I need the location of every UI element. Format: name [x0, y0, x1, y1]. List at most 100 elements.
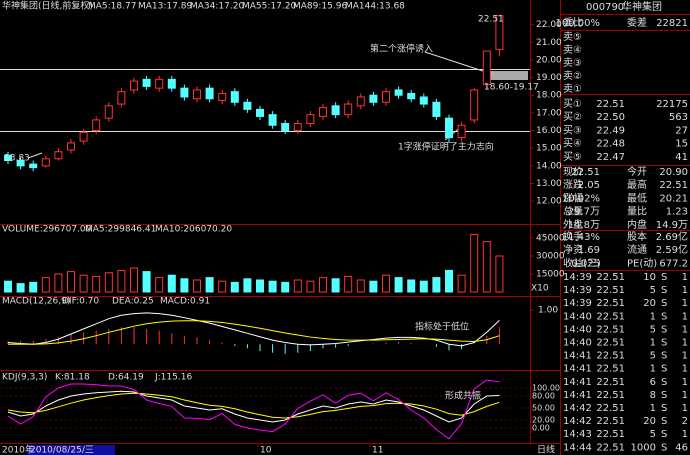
- quote-cell: 现价: [563, 166, 583, 178]
- bid-price: 22.48: [596, 139, 625, 150]
- quote-cell: 14.9万: [656, 220, 688, 231]
- annotation: 13.83: [4, 154, 30, 164]
- volume-bar: [419, 280, 428, 293]
- trade-volume: 20: [643, 416, 656, 427]
- trade-count: 1: [682, 351, 688, 362]
- candle-body: [29, 163, 38, 169]
- y-tick-label: 19.00: [536, 73, 562, 83]
- trade-volume: 5: [650, 285, 656, 296]
- volume-bar: [293, 279, 302, 293]
- trade-volume: 1: [650, 311, 656, 322]
- candle-body: [205, 87, 214, 100]
- trade-price: 22.51: [596, 390, 625, 401]
- y-tick-label: 45000: [536, 234, 565, 244]
- trade-price: 22.51: [596, 272, 625, 283]
- quote-cell: 22.51: [571, 167, 600, 178]
- trade-time: 14:43: [563, 429, 592, 440]
- trade-side: S: [661, 272, 667, 283]
- bid-label: 买①: [563, 98, 582, 110]
- bid-price: 22.47: [596, 152, 625, 163]
- trade-count: 1: [682, 324, 688, 335]
- trade-time: 14:42: [563, 403, 592, 414]
- bid-price: 22.51: [596, 99, 625, 110]
- quote-cell: 22.51: [659, 180, 688, 191]
- quote-cell: 涨幅: [563, 191, 583, 204]
- ma-legend: MA13:17.89: [138, 2, 192, 12]
- quote-cell: 20.90: [659, 167, 688, 178]
- trade-time: 14:41: [563, 351, 592, 362]
- trade-count: 1: [682, 429, 688, 440]
- volume-bar: [470, 233, 479, 293]
- volume-bar: [54, 273, 63, 293]
- trade-side: S: [661, 324, 667, 335]
- y-tick-label: 1.00: [538, 306, 558, 316]
- trade-time: 14:42: [563, 416, 592, 427]
- volume-bar: [445, 269, 453, 293]
- trade-price: 22.51: [596, 338, 625, 349]
- candle-body: [142, 78, 151, 87]
- trade-price: 22.51: [596, 429, 625, 440]
- arrow: [27, 152, 43, 159]
- trade-time: 14:40: [563, 324, 592, 335]
- volume-bar: [319, 277, 327, 293]
- trade-volume: 10: [643, 272, 656, 283]
- quote-cell: 677.2: [659, 258, 688, 269]
- trade-volume: 5: [650, 351, 656, 362]
- stock-code: 000790: [586, 2, 624, 13]
- bid-price: 22.50: [596, 112, 625, 123]
- candle-body: [281, 122, 290, 132]
- volume-legend: MA10:206070.20: [155, 225, 232, 235]
- y-tick-label: 100.00: [532, 384, 560, 393]
- candle-body: [4, 154, 12, 162]
- bid-label: 买⑤: [563, 151, 582, 163]
- trade-side: S: [661, 298, 667, 309]
- candle-body: [331, 105, 340, 116]
- trade-count: 1: [682, 298, 688, 309]
- y-tick-label: 21.00: [536, 38, 562, 48]
- candle-body: [167, 78, 176, 89]
- trade-volume: 1: [650, 403, 656, 414]
- annotation: 22.51: [478, 15, 504, 25]
- annotation: 形成共振: [445, 390, 481, 402]
- candle-body: [394, 89, 403, 96]
- quote-cell: 委比: [563, 16, 583, 29]
- macd-legend: DEA:0.25: [112, 297, 154, 307]
- trade-side: S: [661, 311, 667, 322]
- candle-body: [419, 96, 428, 105]
- kdj-legend: J:115.16: [154, 373, 192, 383]
- j-line: [7, 379, 500, 440]
- arrow: [424, 51, 493, 75]
- bid-label: 买②: [563, 111, 582, 123]
- trade-count: 1: [682, 338, 688, 349]
- quote-cell: 10.02%: [562, 193, 600, 204]
- cursor-date-box: [27, 445, 115, 455]
- quote-cell: 流通: [627, 243, 647, 256]
- trade-side: S: [661, 364, 667, 375]
- d-line: [7, 392, 500, 419]
- ma-legend: MA34:17.20: [190, 2, 244, 12]
- trade-count: 1: [682, 311, 688, 322]
- volume-unit: X10: [531, 284, 549, 294]
- ma-legend: MA89:15.96: [293, 2, 347, 12]
- quote-cell: 今开: [627, 165, 647, 178]
- trade-count: 2: [682, 416, 688, 427]
- candle-body: [293, 122, 302, 132]
- volume-bar: [256, 279, 264, 293]
- drawing-tools: [0, 51, 530, 455]
- trade-count: 1: [682, 390, 688, 401]
- trade-time: 14:40: [563, 338, 592, 349]
- trade-volume: 20: [643, 298, 656, 309]
- volume-bar: [331, 278, 340, 293]
- y-tick-label: 20.00: [532, 416, 555, 425]
- y-tick-label: 15000: [536, 270, 565, 280]
- trade-time: 14:39: [563, 298, 592, 309]
- chart-title: 华神集团(日线,前复权): [2, 0, 93, 12]
- trade-side: S: [661, 429, 667, 440]
- quote-cell: 1.69: [578, 245, 600, 256]
- trade-side: S: [661, 377, 667, 388]
- candle-body: [457, 124, 466, 139]
- trade-volume: 1: [650, 364, 656, 375]
- candle-body: [130, 80, 138, 91]
- candle-body: [16, 160, 25, 167]
